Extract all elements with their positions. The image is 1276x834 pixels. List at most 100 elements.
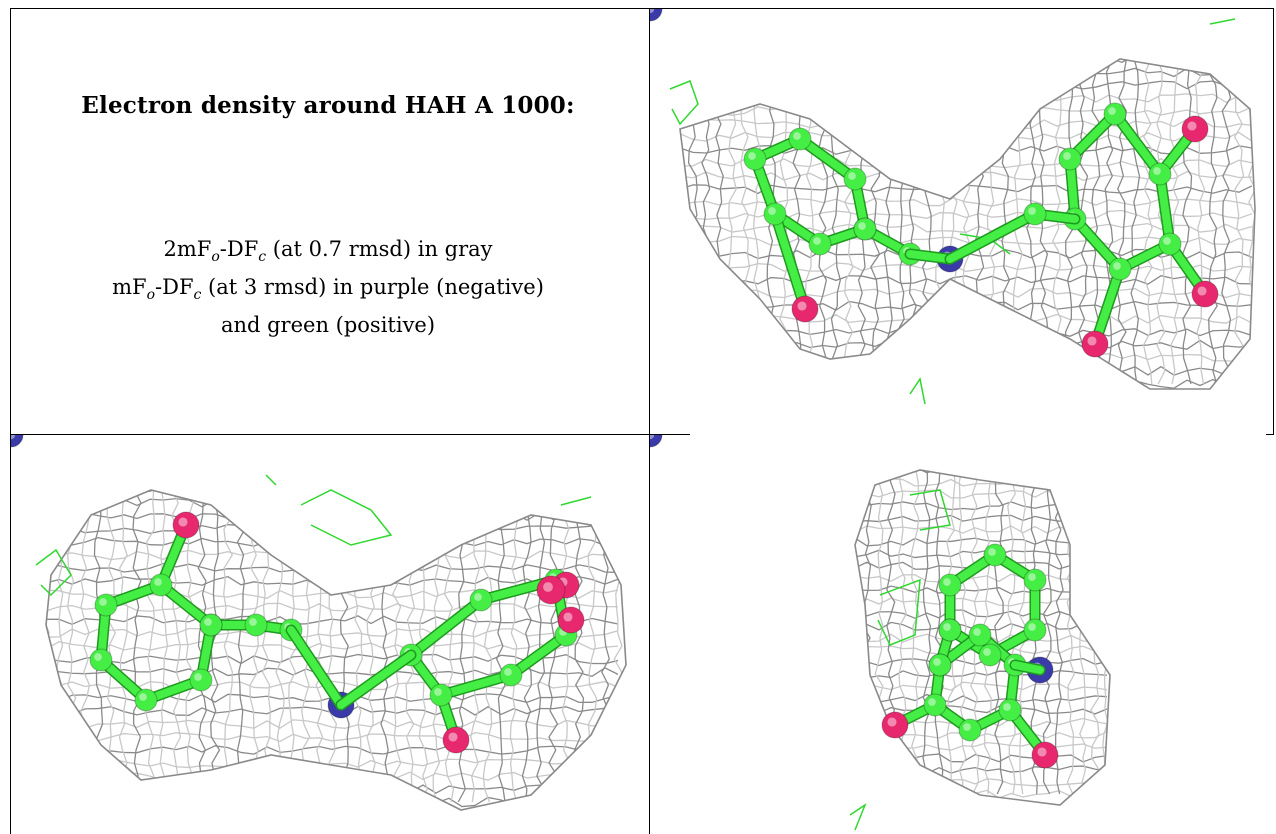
atom-highlight — [1108, 107, 1116, 115]
positive-density — [669, 80, 699, 126]
atom-highlight — [988, 548, 996, 556]
atom-highlight — [1003, 703, 1011, 711]
density-render-3 — [650, 435, 1111, 831]
positive-density — [849, 803, 867, 831]
atom-highlight — [1153, 167, 1161, 175]
atom-highlight — [204, 618, 212, 626]
bond — [1156, 170, 1174, 248]
atom-highlight — [139, 693, 147, 701]
table-right-border — [1273, 8, 1274, 434]
bond — [906, 250, 954, 263]
table-row-divider — [10, 434, 690, 435]
density-mesh-outline — [679, 58, 1256, 390]
carbon-atom — [1148, 162, 1172, 186]
oxygen-atom — [1081, 330, 1109, 358]
table-middle-divider — [649, 8, 650, 834]
nitrogen-atom — [650, 9, 663, 22]
carbon-atom — [923, 693, 947, 717]
legend-line-2mfo: 2mFo-DFc (at 0.7 rmsd) in gray — [163, 237, 493, 266]
bond — [946, 210, 1039, 263]
atom-highlight — [1028, 623, 1036, 631]
density-mesh-outline — [854, 469, 1111, 806]
positive-density — [300, 489, 393, 546]
table-top-border — [10, 8, 1274, 9]
atom-highlight — [813, 237, 821, 245]
positive-density — [35, 548, 72, 597]
atom-highlight — [99, 598, 107, 606]
carbon-atom — [763, 202, 787, 226]
atom-highlight — [11, 435, 16, 440]
atom-highlight — [858, 222, 866, 230]
nitrogen-atom — [650, 435, 663, 448]
table-left-border — [10, 8, 11, 834]
atom-highlight — [504, 668, 512, 676]
legend-line-positive: and green (positive) — [220, 313, 436, 338]
carbon-atom — [853, 217, 877, 241]
oxygen-atom — [791, 295, 819, 323]
atom-highlight — [797, 301, 807, 311]
view-bottom-left — [11, 435, 649, 834]
bond — [771, 210, 809, 313]
atom-highlight — [1028, 573, 1036, 581]
positive-density — [1209, 18, 1236, 25]
atom-highlight — [154, 578, 162, 586]
carbon-atom — [429, 683, 453, 707]
atom-highlight — [249, 618, 257, 626]
bond — [407, 596, 485, 659]
carbon-atom — [938, 573, 962, 597]
carbon-atom — [808, 232, 832, 256]
atom-highlight — [178, 517, 188, 527]
positive-density — [877, 578, 921, 646]
oxygen-atom — [1031, 741, 1059, 769]
atom-highlight — [983, 648, 991, 656]
carbon-atom — [89, 648, 113, 672]
carbon-atom — [928, 653, 952, 677]
bond — [796, 135, 859, 183]
carbon-atom — [1108, 257, 1132, 281]
bond — [1071, 215, 1124, 273]
atom-highlight — [563, 612, 573, 622]
density-render-2 — [11, 435, 627, 811]
atom-highlight — [543, 582, 553, 592]
carbon-atom — [189, 668, 213, 692]
atom-highlight — [793, 132, 801, 140]
carbon-atom — [978, 643, 1002, 667]
atom-highlight — [1197, 286, 1207, 296]
figure-table: Electron density around HAH A 1000: 2mFo… — [10, 8, 1274, 834]
carbon-atom — [1023, 618, 1047, 642]
density-render-1 — [650, 9, 1256, 405]
atom-highlight — [748, 152, 756, 160]
positive-density — [909, 489, 951, 531]
atom-highlight — [434, 688, 442, 696]
oxygen-atom — [442, 726, 470, 754]
atom-highlight — [1113, 262, 1121, 270]
positive-density — [560, 496, 592, 506]
atom-highlight — [887, 717, 897, 727]
carbon-atom — [199, 613, 223, 637]
oxygen-atom — [881, 711, 909, 739]
carbon-atom — [1023, 202, 1047, 226]
atom-highlight — [650, 435, 655, 440]
bond — [507, 631, 570, 679]
atom-highlight — [943, 578, 951, 586]
bond — [337, 651, 415, 709]
carbon-atom — [843, 167, 867, 191]
positive-density — [909, 377, 926, 405]
carbon-atom — [499, 663, 523, 687]
density-mesh — [46, 490, 623, 808]
carbon-atom — [94, 593, 118, 617]
caption-heading: Electron density around HAH A 1000: — [81, 92, 575, 119]
atom-highlight — [94, 653, 102, 661]
atom-highlight — [448, 732, 458, 742]
carbon-atom — [983, 543, 1007, 567]
view-bottom-right — [650, 435, 1274, 834]
atom-highlight — [973, 628, 981, 636]
atom-highlight — [1063, 152, 1071, 160]
positive-density — [265, 474, 277, 486]
oxygen-atom — [1181, 115, 1209, 143]
bond — [437, 671, 515, 699]
atom-highlight — [1163, 237, 1171, 245]
carbon-atom — [1158, 232, 1182, 256]
atom-highlight — [194, 673, 202, 681]
carbon-atom — [743, 147, 767, 171]
